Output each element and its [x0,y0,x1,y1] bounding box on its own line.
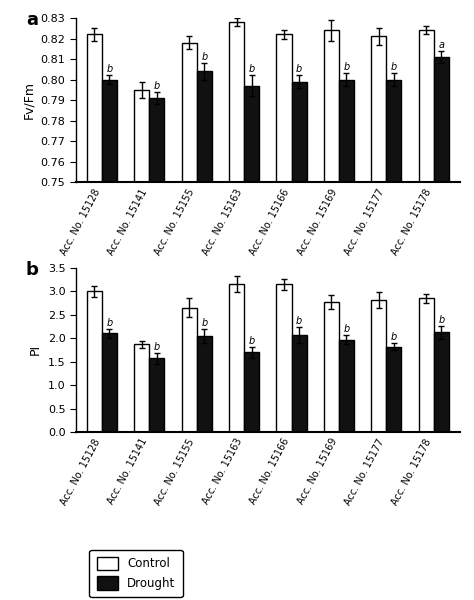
Bar [244,352,259,432]
Legend: Control, Drought: Control, Drought [90,550,182,597]
Bar [339,340,354,432]
Bar [149,358,164,432]
Bar [197,336,212,432]
Bar [197,71,212,600]
Bar [434,332,449,432]
Y-axis label: Fv/Fm: Fv/Fm [22,81,35,119]
Text: b: b [26,261,39,279]
Text: b: b [248,64,255,74]
Bar [229,284,244,432]
Bar [87,291,102,432]
Bar [419,298,434,432]
Bar [386,347,401,432]
Text: b: b [391,332,397,342]
Bar [229,22,244,600]
Text: b: b [296,64,302,74]
Text: b: b [201,318,208,328]
Text: b: b [343,62,350,73]
Bar [324,31,339,600]
Bar [386,80,401,600]
Bar [182,308,197,432]
Text: b: b [343,324,350,334]
Bar [134,344,149,432]
Bar [149,98,164,600]
Bar [292,335,307,432]
Bar [292,82,307,600]
Text: a: a [438,40,444,50]
Text: b: b [106,64,113,74]
Bar [244,86,259,600]
Text: b: b [201,52,208,62]
Bar [419,31,434,600]
Bar [276,34,292,600]
Bar [371,37,386,600]
Text: b: b [106,318,113,328]
Text: b: b [248,335,255,346]
Bar [371,299,386,432]
Bar [134,90,149,600]
Y-axis label: PI: PI [29,344,42,355]
Bar [87,34,102,600]
Bar [182,43,197,600]
Text: b: b [296,316,302,326]
Bar [324,302,339,432]
Text: a: a [26,11,38,29]
Bar [434,57,449,600]
Text: b: b [391,62,397,73]
Text: b: b [438,316,445,325]
Bar [339,80,354,600]
Bar [102,80,117,600]
Bar [102,334,117,432]
Text: b: b [154,342,160,352]
Bar [276,284,292,432]
Text: b: b [154,81,160,91]
